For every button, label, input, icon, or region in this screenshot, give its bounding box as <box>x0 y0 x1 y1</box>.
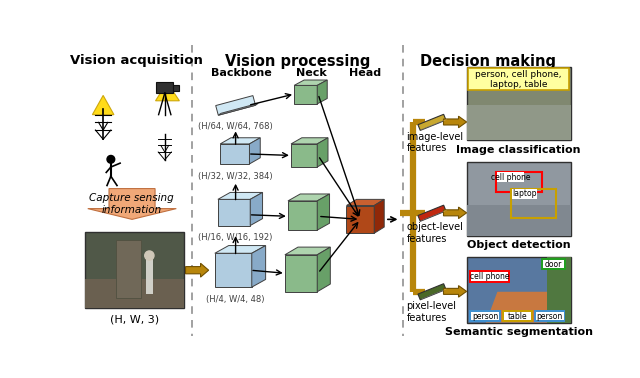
Text: Vision processing: Vision processing <box>225 54 370 69</box>
FancyBboxPatch shape <box>504 312 531 320</box>
Text: Backbone: Backbone <box>211 68 271 79</box>
Polygon shape <box>444 116 467 128</box>
FancyBboxPatch shape <box>471 272 508 281</box>
Circle shape <box>107 155 115 163</box>
FancyBboxPatch shape <box>156 82 173 93</box>
Polygon shape <box>317 247 330 292</box>
Polygon shape <box>285 247 330 255</box>
Polygon shape <box>88 189 176 219</box>
Polygon shape <box>250 192 262 226</box>
Polygon shape <box>186 263 209 277</box>
Polygon shape <box>291 138 328 144</box>
Polygon shape <box>250 138 260 164</box>
Polygon shape <box>285 255 317 292</box>
Text: table: table <box>508 311 527 321</box>
Polygon shape <box>420 288 447 300</box>
Text: Image classification: Image classification <box>456 145 581 155</box>
Polygon shape <box>156 82 179 101</box>
Text: (H/16, W/16, 192): (H/16, W/16, 192) <box>198 233 273 242</box>
FancyBboxPatch shape <box>468 68 569 90</box>
Polygon shape <box>418 205 446 221</box>
Polygon shape <box>288 201 317 230</box>
Text: (H/32, W/32, 384): (H/32, W/32, 384) <box>198 172 273 181</box>
Polygon shape <box>444 286 467 297</box>
FancyBboxPatch shape <box>86 232 184 308</box>
FancyBboxPatch shape <box>86 279 184 308</box>
FancyBboxPatch shape <box>467 105 570 140</box>
Polygon shape <box>346 199 384 206</box>
Polygon shape <box>346 206 374 233</box>
FancyBboxPatch shape <box>512 189 537 198</box>
Polygon shape <box>317 80 327 104</box>
FancyBboxPatch shape <box>145 259 153 294</box>
Polygon shape <box>294 85 317 104</box>
FancyBboxPatch shape <box>467 205 570 235</box>
Polygon shape <box>486 292 555 322</box>
Text: pixel-level
features: pixel-level features <box>406 301 456 322</box>
Text: Semantic segmentation: Semantic segmentation <box>445 327 593 337</box>
Polygon shape <box>215 246 266 253</box>
Text: (H, W, 3): (H, W, 3) <box>110 314 159 324</box>
FancyBboxPatch shape <box>116 240 141 298</box>
FancyBboxPatch shape <box>536 312 564 320</box>
FancyBboxPatch shape <box>173 85 179 91</box>
Polygon shape <box>374 199 384 233</box>
Polygon shape <box>420 119 447 130</box>
Polygon shape <box>291 144 317 167</box>
FancyBboxPatch shape <box>467 67 570 140</box>
Text: Object detection: Object detection <box>467 240 570 250</box>
Polygon shape <box>444 207 467 218</box>
Text: Capture sensing
information: Capture sensing information <box>89 193 174 215</box>
FancyBboxPatch shape <box>471 312 499 320</box>
Polygon shape <box>288 194 330 201</box>
Text: cell phone: cell phone <box>491 172 530 181</box>
Polygon shape <box>294 80 327 85</box>
Text: Vision acquisition: Vision acquisition <box>70 54 203 67</box>
Polygon shape <box>420 210 447 221</box>
Text: object-level
features: object-level features <box>406 223 463 244</box>
Polygon shape <box>252 246 266 287</box>
Polygon shape <box>218 199 250 226</box>
Polygon shape <box>220 144 250 164</box>
Text: image-level
features: image-level features <box>406 132 463 153</box>
FancyBboxPatch shape <box>467 257 570 322</box>
Text: person: person <box>472 311 498 321</box>
Text: Decision making: Decision making <box>420 54 556 69</box>
Polygon shape <box>218 103 258 115</box>
Polygon shape <box>215 253 252 287</box>
Text: door: door <box>545 260 563 268</box>
Polygon shape <box>317 194 330 230</box>
FancyBboxPatch shape <box>467 163 570 235</box>
FancyBboxPatch shape <box>543 260 564 268</box>
Circle shape <box>145 251 154 260</box>
Polygon shape <box>220 138 260 144</box>
Text: Head: Head <box>349 68 381 79</box>
FancyBboxPatch shape <box>497 172 524 182</box>
Polygon shape <box>418 114 446 130</box>
FancyBboxPatch shape <box>547 257 570 322</box>
Text: Neck: Neck <box>296 68 326 79</box>
Text: laptop: laptop <box>512 189 536 198</box>
Text: (H/4, W/4, 48): (H/4, W/4, 48) <box>206 295 265 304</box>
Polygon shape <box>317 138 328 167</box>
Text: (H/64, W/64, 768): (H/64, W/64, 768) <box>198 122 273 132</box>
Text: person: person <box>536 311 563 321</box>
Polygon shape <box>418 284 446 300</box>
Text: person, cell phone,
laptop, table: person, cell phone, laptop, table <box>476 70 562 89</box>
Polygon shape <box>92 95 114 115</box>
Text: cell phone: cell phone <box>470 272 509 281</box>
Polygon shape <box>218 192 262 199</box>
Polygon shape <box>216 96 255 115</box>
